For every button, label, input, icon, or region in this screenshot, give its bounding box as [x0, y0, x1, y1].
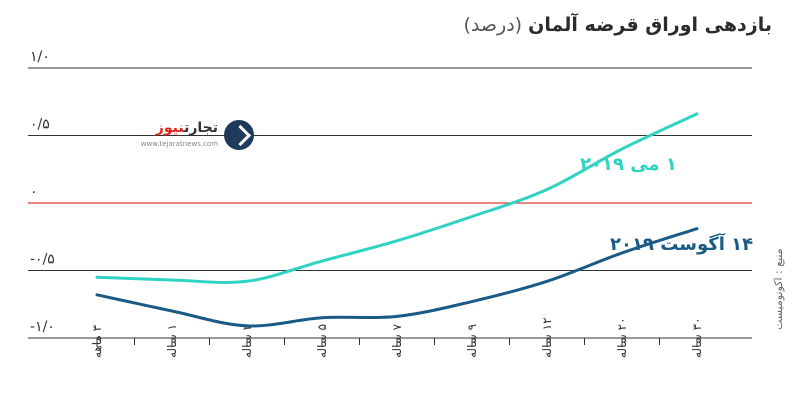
series-label-layer: ۱ می ۲۰۱۹ ۱۴ آگوست ۲۰۱۹: [580, 154, 753, 255]
y-tick-label: ۰: [30, 184, 38, 200]
series-label: ۱ می ۲۰۱۹: [580, 154, 677, 175]
grid-layer: ۱/۰ ۰/۵ ۰ -۰/۵ -۱/۰: [28, 49, 752, 339]
x-tick-label: ۳ ماهه: [90, 324, 104, 358]
y-tick-label: ۱/۰: [30, 49, 50, 65]
logo-name-accent: نیوز: [155, 120, 185, 136]
source-note: منبع : اکونومیست: [772, 248, 785, 330]
y-tick-label: -۰/۵: [30, 252, 55, 268]
x-tick-label: ۲۰ ساله: [615, 317, 629, 358]
publisher-logo: تجارتنیوز www.tejaratnews.com: [138, 116, 258, 158]
x-axis: ۳ ماهه ۱ ساله ۳ ساله ۵ ساله ۷ ساله ۹ ساله ۱۲ س…: [90, 317, 704, 358]
logo-name-dark: تجارت: [184, 120, 218, 136]
chart-title: بازدهی اوراق قرضه آلمان (درصد): [464, 14, 772, 36]
x-tick-label: ۳ ساله: [240, 323, 254, 358]
x-tick-label: ۱۲ ساله: [540, 317, 554, 358]
logo-url: www.tejaratnews.com: [140, 140, 218, 148]
logo-wordmark: تجارتنیوز: [156, 120, 218, 136]
series-line: [95, 112, 699, 284]
series-line: [95, 227, 699, 328]
y-tick-label: -۱/۰: [30, 319, 55, 335]
arrow-badge-icon: [224, 120, 254, 150]
x-tick-label: ۳۰ ساله: [690, 317, 704, 358]
y-tick-label: ۰/۵: [30, 117, 50, 133]
chart-title-unit: (درصد): [463, 14, 523, 36]
x-tick-label: ۱ ساله: [165, 324, 179, 358]
x-tick-label: ۷ ساله: [390, 323, 404, 358]
series-layer: [95, 112, 699, 328]
x-tick-label: ۹ ساله: [465, 324, 479, 358]
chart-title-main: بازدهی اوراق قرضه آلمان: [528, 14, 772, 36]
series-label: ۱۴ آگوست ۲۰۱۹: [610, 232, 753, 255]
x-tick-label: ۵ ساله: [315, 324, 329, 358]
